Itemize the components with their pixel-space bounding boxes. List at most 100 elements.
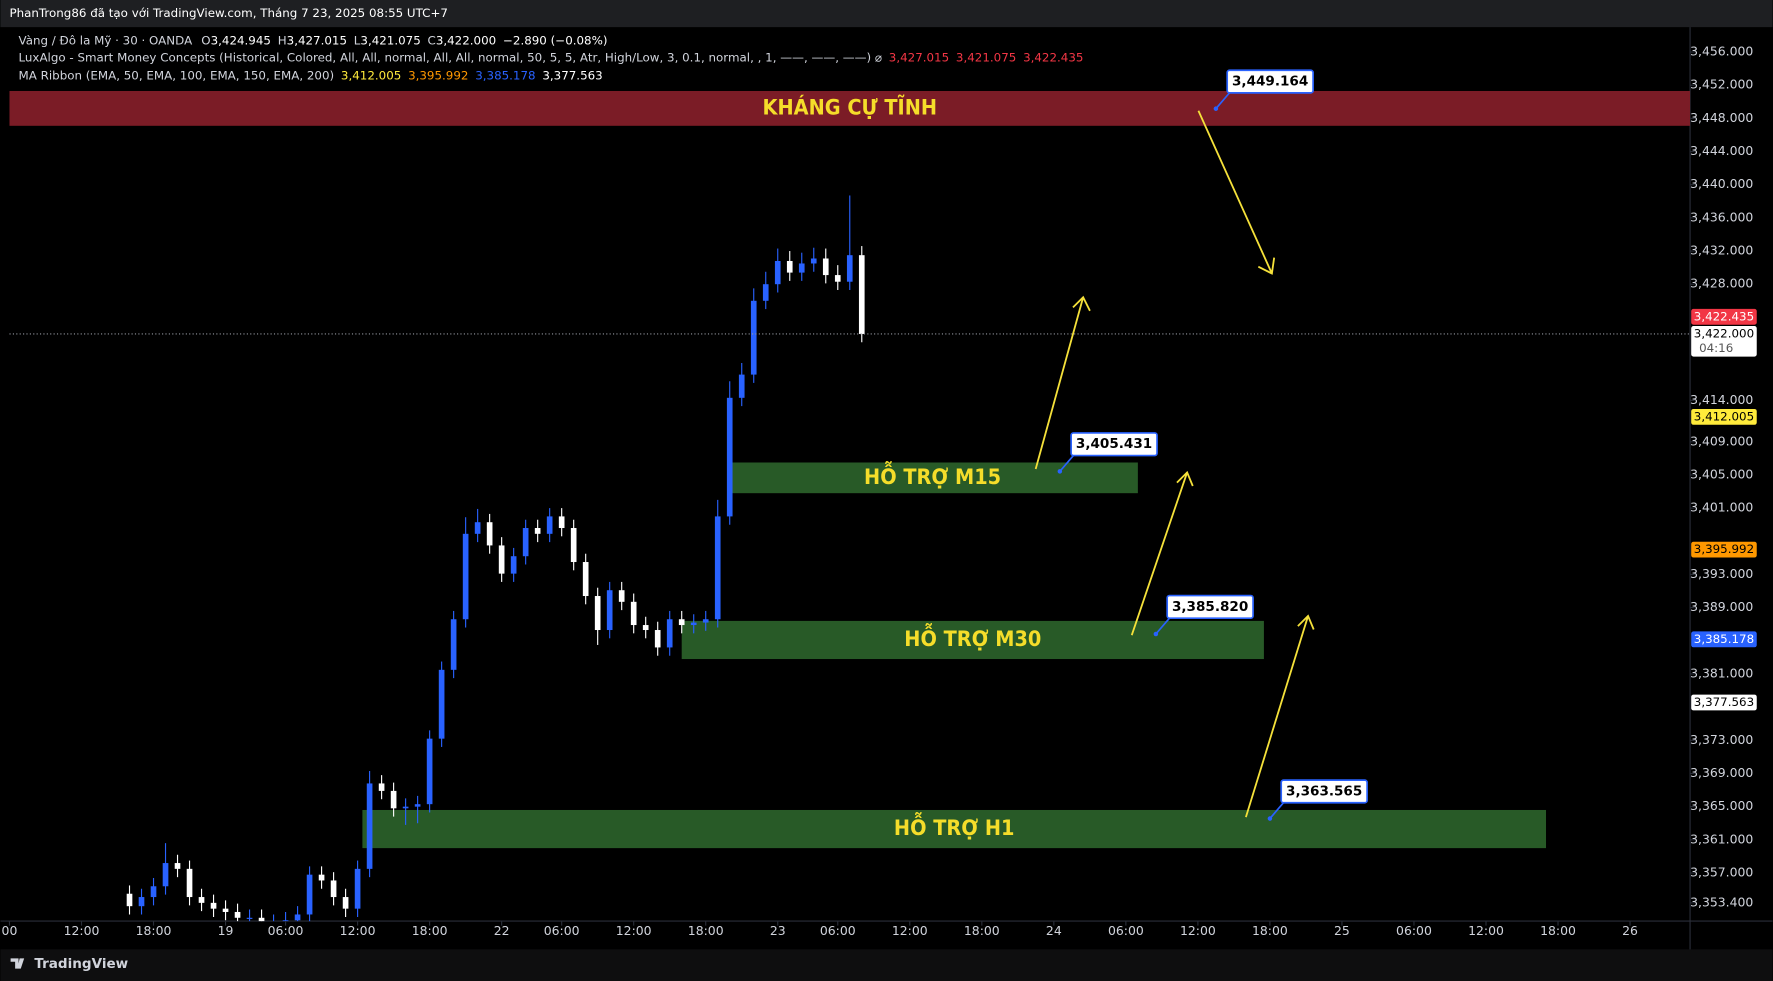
candle-body: [150, 886, 157, 898]
candle-body: [630, 601, 637, 626]
callout-label: 3,405.431: [1076, 436, 1152, 452]
candle-body: [654, 630, 661, 648]
candle-body: [522, 528, 529, 557]
x-tick-label: 06:00: [268, 923, 304, 938]
y-tick-label: 3,389.000: [1690, 599, 1753, 614]
candle-body: [570, 528, 577, 563]
y-tick-label: 3,456.000: [1690, 44, 1753, 59]
candle-body: [126, 893, 133, 907]
callout-line: [1269, 802, 1285, 820]
candle-body: [582, 562, 589, 597]
zone-label: HỖ TRỢ M15: [864, 461, 1001, 490]
callout-label: 3,385.820: [1172, 599, 1248, 615]
indicator-value: 3,421.075: [956, 50, 1016, 64]
y-tick-label: 3,373.000: [1690, 732, 1753, 747]
candle-body: [318, 874, 325, 881]
ohlc-key: H: [278, 33, 287, 47]
candle-body: [762, 284, 769, 301]
price-tag: [1691, 408, 1757, 425]
candle-body: [366, 783, 373, 869]
zone: [9, 90, 1691, 126]
ohlc-key: L: [354, 33, 361, 47]
ohlc-value: 3,422.000: [436, 33, 496, 47]
x-tick-label: 06:00: [544, 923, 580, 938]
candle-body: [534, 528, 541, 534]
candle-body: [138, 897, 145, 907]
zone-label: HỖ TRỢ M30: [904, 623, 1041, 652]
indicator-value: 3,422.435: [1023, 50, 1083, 64]
callout-line: [1215, 92, 1231, 110]
candle-body: [402, 806, 409, 809]
change: −2.890 (−0.08%): [503, 33, 608, 47]
candle-body: [210, 902, 217, 909]
candle-body: [222, 908, 229, 912]
x-tick-label: 18:00: [136, 923, 172, 938]
callout-anchor: [1267, 816, 1273, 821]
indicator-line: MA Ribbon (EMA, 50, EMA, 100, EMA, 150, …: [19, 68, 603, 82]
candle-body: [714, 516, 721, 620]
ohlc-value: 3,427.015: [287, 33, 347, 47]
y-tick-label: 3,414.000: [1690, 392, 1753, 407]
callout-label: 3,363.565: [1286, 783, 1362, 799]
candle-body: [474, 522, 481, 534]
y-tick-label: 3,381.000: [1690, 665, 1753, 680]
candle-body: [390, 790, 397, 809]
candle-body: [174, 863, 181, 869]
y-tick-label: 3,365.000: [1690, 798, 1753, 813]
ohlc-key: O: [201, 33, 210, 47]
arrows: [1034, 110, 1315, 818]
zone: [362, 809, 1547, 849]
candle-body: [498, 545, 505, 574]
candle-body: [510, 556, 517, 574]
price-tag-label: 3,412.005: [1694, 409, 1754, 423]
candle-body: [342, 897, 349, 909]
candle-body: [186, 868, 193, 898]
callout-anchor: [1213, 106, 1219, 111]
candle-body: [162, 863, 169, 887]
candle-body: [462, 533, 469, 620]
candle-body: [438, 669, 445, 739]
candle-body: [606, 590, 613, 631]
x-tick-label: 12:00: [1468, 923, 1504, 938]
candle-body: [678, 619, 685, 626]
brand-name: TradingView: [34, 956, 128, 972]
last-price-label: 3,422.000: [1694, 326, 1754, 340]
y-tick-label: 3,353.400: [1690, 894, 1753, 909]
price-tag: [1691, 541, 1757, 558]
candle-body: [294, 914, 301, 921]
callout-box: [1226, 69, 1314, 94]
indicator-name: MA Ribbon (EMA, 50, EMA, 100, EMA, 150, …: [19, 68, 335, 82]
top-bar: [0, 0, 1773, 28]
price-tag: [1691, 694, 1757, 711]
candle-body: [846, 255, 853, 282]
candle-body: [822, 258, 829, 276]
price-tag: [1691, 631, 1757, 648]
candle-body: [642, 625, 649, 631]
x-tick-label: 18:00: [1252, 923, 1288, 938]
callout-box: [1280, 779, 1368, 804]
x-tick-label: 18:00: [688, 923, 724, 938]
y-tick-label: 3,393.000: [1690, 566, 1753, 581]
candle-body: [750, 300, 757, 375]
zone-label: KHÁNG CỰ TĨNH: [763, 94, 938, 120]
price-tag-label: 3,422.435: [1694, 309, 1754, 323]
y-tick-label: 3,361.000: [1690, 831, 1753, 846]
candle-body: [246, 917, 253, 919]
price-tag: [1691, 308, 1757, 325]
indicator-value: 3,395.992: [408, 68, 468, 82]
x-tick-label: 25: [1334, 923, 1350, 938]
credit: PhanTrong86 đã tạo với TradingView.com, …: [9, 6, 447, 20]
brand: TradingView: [10, 956, 129, 972]
y-tick-label: 3,452.000: [1690, 77, 1753, 92]
indicator-value: 3,412.005: [341, 68, 401, 82]
x-tick-label: 22: [494, 923, 510, 938]
callout-box: [1166, 594, 1254, 620]
y-tick-label: 3,357.000: [1690, 865, 1753, 880]
x-tick-label: 06:00: [820, 923, 856, 938]
last-price-tag: [1691, 326, 1757, 357]
x-tick-label: 19: [218, 923, 234, 938]
x-tick-label: 06:00: [1396, 923, 1432, 938]
candle-body: [834, 275, 841, 282]
y-tick-label: 3,428.000: [1690, 276, 1753, 291]
